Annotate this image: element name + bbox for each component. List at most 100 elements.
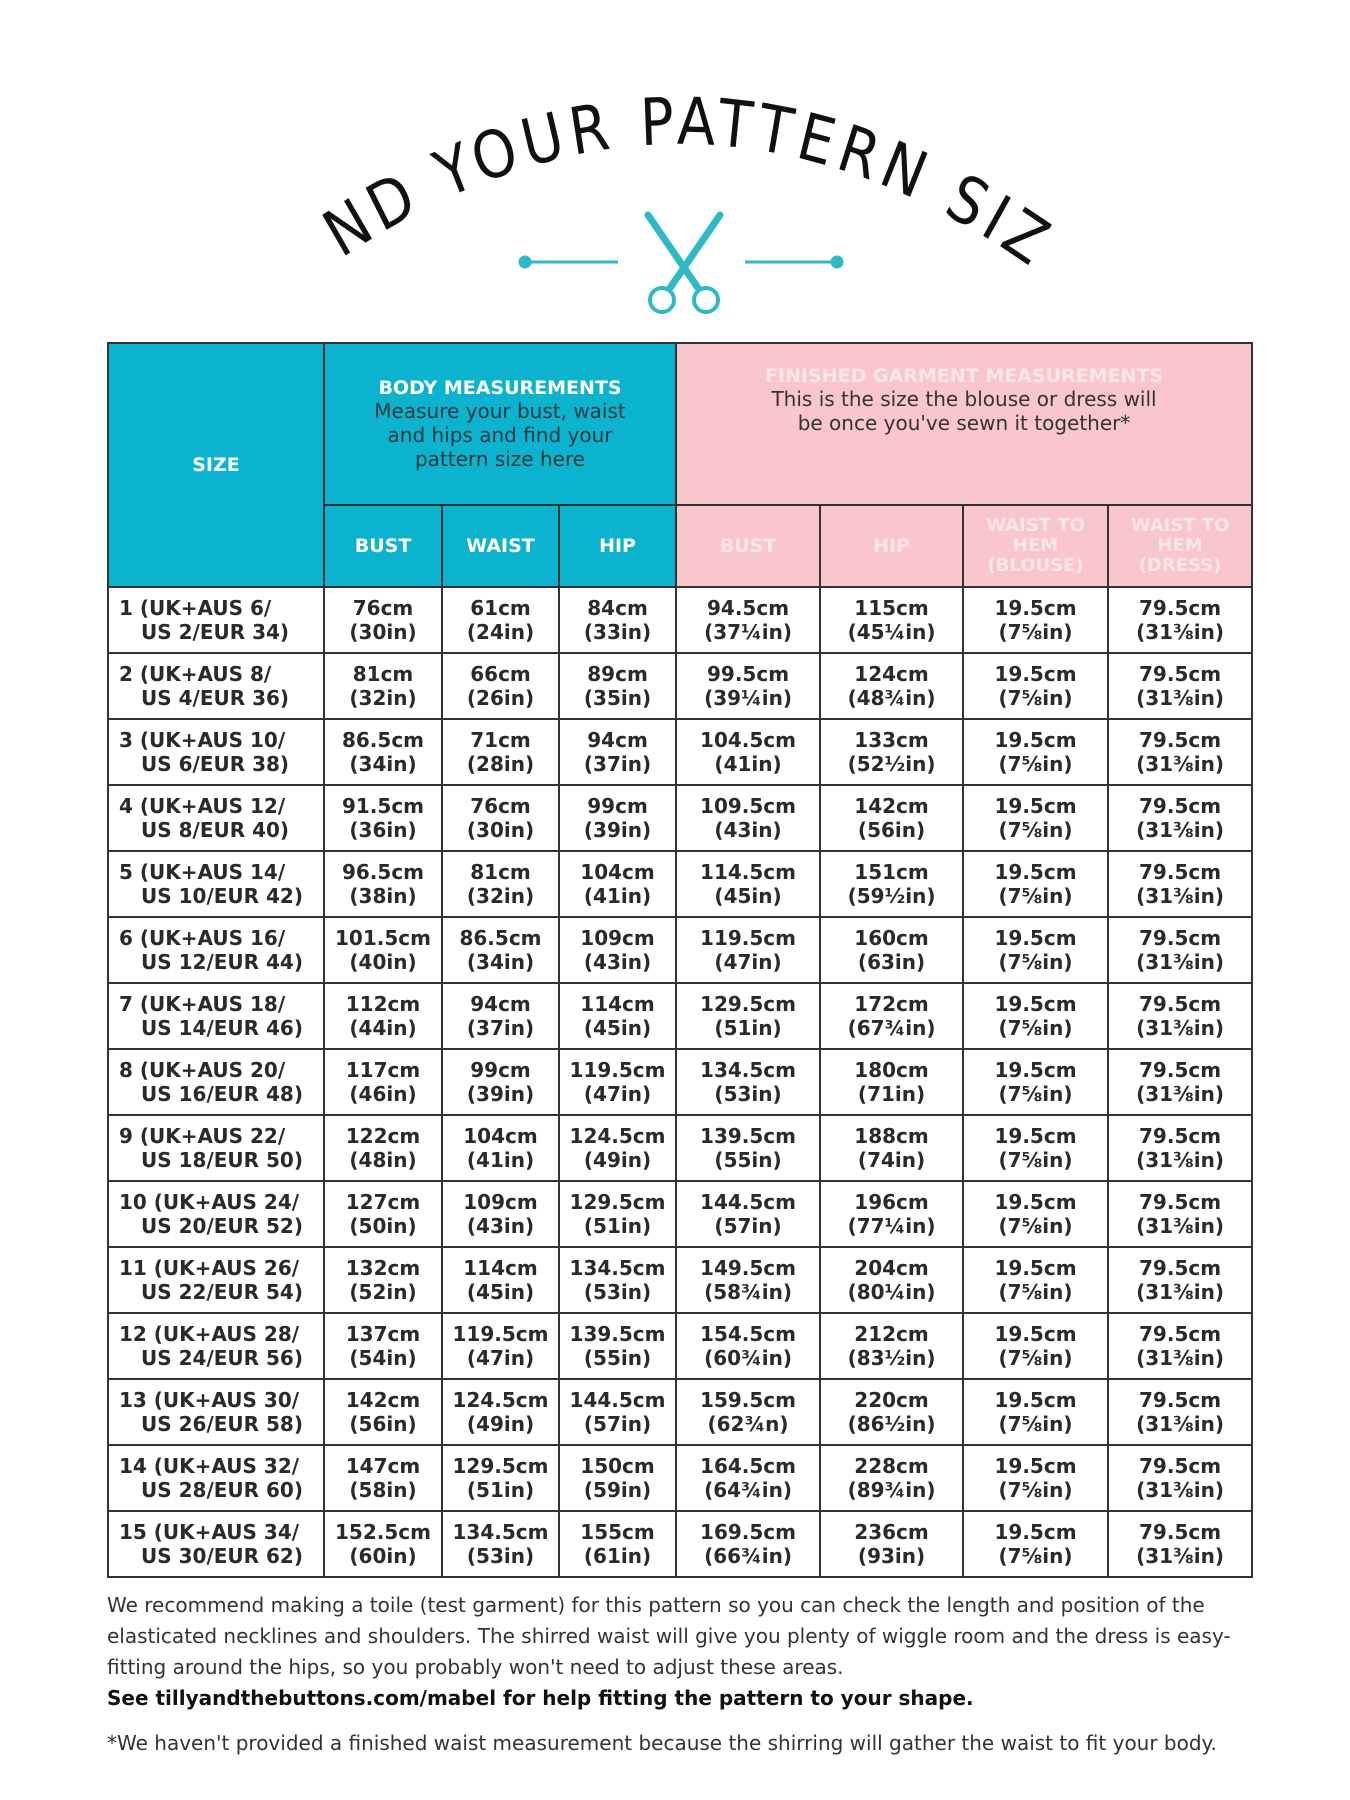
measurement-inches: (7⅝in): [998, 950, 1073, 974]
measurement-cell: 19.5cm (7⅝in): [962, 718, 1110, 786]
measurement-inches: (7⅝in): [998, 752, 1073, 776]
measurement-cell: 104cm (41in): [557, 850, 678, 918]
measurement-cm: 204cm: [854, 1256, 929, 1280]
measurement-cell: 19.5cm (7⅝in): [962, 1180, 1110, 1248]
measurement-cm: 119.5cm: [700, 926, 797, 950]
measurement-cm: 79.5cm: [1139, 1256, 1222, 1280]
measurement-cm: 79.5cm: [1139, 728, 1222, 752]
measurement-inches: (41in): [583, 884, 652, 908]
measurement-cell: 139.5cm (55in): [675, 1114, 822, 1182]
measurement-inches: (7⅝in): [998, 884, 1073, 908]
measurement-cm: 144.5cm: [700, 1190, 797, 1214]
measurement-cell: 147cm (58in): [323, 1444, 443, 1512]
measurement-cm: 220cm: [854, 1388, 929, 1412]
size-label-line: US 6/EUR 38): [141, 752, 290, 776]
size-cell: 7 (UK+AUS 18/US 14/EUR 46): [107, 982, 325, 1050]
measurement-cm: 19.5cm: [994, 926, 1077, 950]
size-cell: 12 (UK+AUS 28/US 24/EUR 56): [107, 1312, 325, 1380]
measurement-inches: (7⅝in): [998, 1280, 1073, 1304]
measurement-cell: 66cm (26in): [441, 652, 560, 720]
measurement-inches: (86½in): [847, 1412, 936, 1436]
measurement-cm: 164.5cm: [700, 1454, 797, 1478]
measurement-cm: 129.5cm: [452, 1454, 549, 1478]
measurement-cm: 109.5cm: [700, 794, 797, 818]
measurement-cm: 91.5cm: [341, 794, 425, 818]
measurement-cm: 172cm: [854, 992, 929, 1016]
divider-right: [745, 255, 844, 269]
measurement-inches: (31⅜in): [1136, 818, 1224, 842]
measurement-cm: 114cm: [463, 1256, 538, 1280]
divider-left: [518, 255, 618, 269]
measurement-cell: 134.5cm (53in): [441, 1510, 560, 1578]
column-header: WAIST: [441, 504, 560, 588]
measurement-inches: (31⅜in): [1136, 950, 1224, 974]
size-cell: 9 (UK+AUS 22/US 18/EUR 50): [107, 1114, 325, 1182]
measurement-cell: 212cm (83½in): [819, 1312, 965, 1380]
measurement-cm: 132cm: [345, 1256, 421, 1280]
measurement-inches: (7⅝in): [998, 1478, 1073, 1502]
measurement-cell: 76cm (30in): [323, 586, 443, 654]
measurement-cm: 79.5cm: [1139, 1520, 1222, 1544]
measurement-cell: 79.5cm (31⅜in): [1107, 850, 1254, 918]
measurement-cell: 142cm (56in): [323, 1378, 443, 1446]
measurement-cm: 79.5cm: [1139, 662, 1222, 686]
measurement-cm: 117cm: [345, 1058, 421, 1082]
table-row: 2 (UK+AUS 8/US 4/EUR 36) 81cm (32in) 66cm (2…: [107, 652, 1254, 720]
measurement-cm: 76cm: [352, 596, 414, 620]
measurement-cell: 19.5cm (7⅝in): [962, 586, 1110, 654]
measurement-cell: 152.5cm (60in): [323, 1510, 443, 1578]
size-label-line: US 16/EUR 48): [141, 1082, 303, 1106]
table-row: 7 (UK+AUS 18/US 14/EUR 46) 112cm (44in) 94c…: [107, 982, 1254, 1050]
size-cell: 14 (UK+AUS 32/US 28/EUR 60): [107, 1444, 325, 1512]
measurement-inches: (39in): [466, 1082, 535, 1106]
body-measurements-header: BODY MEASUREMENTS Measure your bust, wai…: [322, 342, 678, 506]
measurement-cm: 155cm: [580, 1520, 655, 1544]
measurement-inches: (66¾in): [704, 1544, 792, 1568]
size-label-line: US 4/EUR 36): [141, 686, 290, 710]
size-cell: 4 (UK+AUS 12/US 8/EUR 40): [107, 784, 325, 852]
measurement-inches: (37in): [583, 752, 652, 776]
measurement-cm: 134.5cm: [452, 1520, 549, 1544]
size-cell: 8 (UK+AUS 20/US 16/EUR 48): [107, 1048, 325, 1116]
size-label-line: 12 (UK+AUS 28/: [119, 1322, 300, 1346]
measurement-cm: 129.5cm: [700, 992, 797, 1016]
measurement-inches: (55in): [583, 1346, 652, 1370]
size-label-line: 13 (UK+AUS 30/: [119, 1388, 300, 1412]
measurement-inches: (89¾in): [847, 1478, 936, 1502]
measurement-cell: 101.5cm (40in): [323, 916, 443, 984]
measurement-inches: (67¾in): [847, 1016, 936, 1040]
measurement-cell: 112cm (44in): [323, 982, 443, 1050]
size-label-line: 7 (UK+AUS 18/: [119, 992, 286, 1016]
table-row: 9 (UK+AUS 22/US 18/EUR 50) 122cm (48in) 104…: [107, 1114, 1254, 1182]
measurement-cell: 96.5cm (38in): [323, 850, 443, 918]
measurement-cell: 79.5cm (31⅜in): [1107, 586, 1254, 654]
size-label-line: US 30/EUR 62): [141, 1544, 303, 1568]
measurement-cm: 134.5cm: [569, 1256, 666, 1280]
measurement-cell: 19.5cm (7⅝in): [962, 850, 1110, 918]
measurement-inches: (43in): [466, 1214, 535, 1238]
measurement-cell: 159.5cm (62¾n): [675, 1378, 822, 1446]
measurement-cm: 154.5cm: [700, 1322, 797, 1346]
measurement-inches: (62¾n): [707, 1412, 789, 1436]
measurement-cell: 132cm (52in): [323, 1246, 443, 1314]
measurement-cell: 19.5cm (7⅝in): [962, 1048, 1110, 1116]
measurement-cell: 172cm (67¾in): [819, 982, 965, 1050]
measurement-cell: 109cm (43in): [441, 1180, 560, 1248]
measurement-cell: 81cm (32in): [323, 652, 443, 720]
measurement-cell: 196cm (77¼in): [819, 1180, 965, 1248]
measurement-cell: 79.5cm (31⅜in): [1107, 1510, 1254, 1578]
measurement-inches: (49in): [583, 1148, 652, 1172]
table-row: 4 (UK+AUS 12/US 8/EUR 40) 91.5cm (36in) 76c…: [107, 784, 1254, 852]
size-label-line: US 24/EUR 56): [141, 1346, 303, 1370]
measurement-cm: 104.5cm: [700, 728, 797, 752]
measurement-cm: 19.5cm: [994, 1520, 1077, 1544]
measurement-cell: 79.5cm (31⅜in): [1107, 982, 1254, 1050]
measurement-inches: (31⅜in): [1136, 1346, 1224, 1370]
measurement-cm: 79.5cm: [1139, 926, 1222, 950]
measurement-inches: (7⅝in): [998, 818, 1073, 842]
scissors-icon: [644, 211, 724, 314]
measurement-inches: (47in): [583, 1082, 652, 1106]
table-row: 10 (UK+AUS 24/US 20/EUR 52) 127cm (50in) 10…: [107, 1180, 1254, 1248]
toile-recommendation: We recommend making a toile (test garmen…: [107, 1593, 1231, 1679]
measurement-inches: (47in): [466, 1346, 535, 1370]
